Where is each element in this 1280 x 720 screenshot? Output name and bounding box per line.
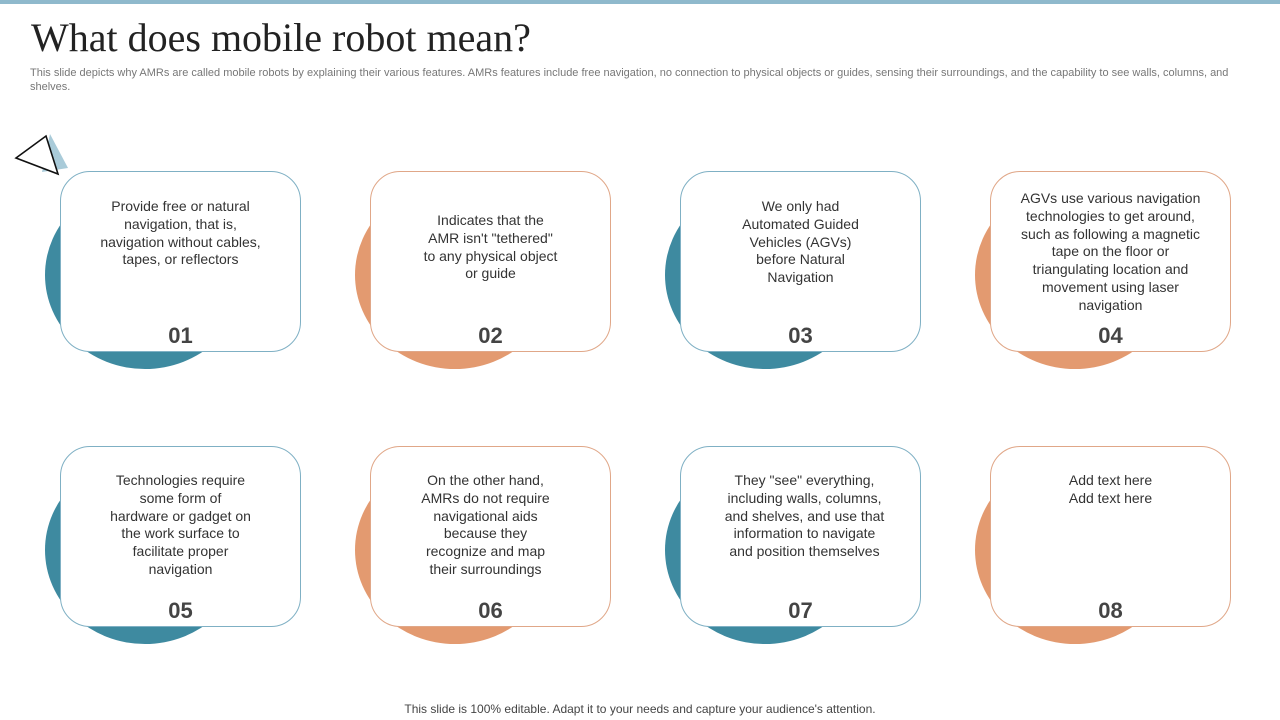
card-text: Add text here Add text here <box>1068 472 1153 506</box>
feature-card-02: Indicates that the AMR isn't "tethered" … <box>355 171 615 371</box>
card-number: 06 <box>478 598 503 623</box>
card-box: On the other hand, AMRs do not require n… <box>370 446 611 627</box>
feature-card-01: Provide free or natural navigation, that… <box>45 171 305 371</box>
slide-subtitle: This slide depicts why AMRs are called m… <box>30 67 1229 93</box>
card-text: AGVs use various navigation technologies… <box>1020 190 1201 313</box>
card-text: We only had Automated Guided Vehicles (A… <box>742 198 859 286</box>
triangle-decoration-icon <box>14 134 68 176</box>
card-box: Indicates that the AMR isn't "tethered" … <box>370 171 611 352</box>
feature-card-08: Add text here Add text here 08 <box>975 446 1235 646</box>
card-number: 01 <box>168 323 193 348</box>
card-text: Technologies require some form of hardwa… <box>110 472 251 577</box>
slide-title: What does mobile robot mean? <box>31 15 531 60</box>
card-number: 08 <box>1098 598 1123 623</box>
card-text: On the other hand, AMRs do not require n… <box>421 472 550 577</box>
card-number: 05 <box>168 598 193 623</box>
footer-note: This slide is 100% editable. Adapt it to… <box>404 702 876 716</box>
card-box: Add text here Add text here 08 <box>990 446 1231 627</box>
card-number: 03 <box>788 323 813 348</box>
feature-card-04: AGVs use various navigation technologies… <box>975 171 1235 371</box>
feature-card-06: On the other hand, AMRs do not require n… <box>355 446 615 646</box>
card-box: AGVs use various navigation technologies… <box>990 171 1231 352</box>
card-number: 07 <box>788 598 813 623</box>
card-box: Technologies require some form of hardwa… <box>60 446 301 627</box>
card-number: 02 <box>478 323 503 348</box>
card-text: They "see" everything, including walls, … <box>724 472 885 560</box>
feature-card-03: We only had Automated Guided Vehicles (A… <box>665 171 925 371</box>
card-number: 04 <box>1098 323 1123 348</box>
card-box: We only had Automated Guided Vehicles (A… <box>680 171 921 352</box>
top-accent-bar <box>0 0 1280 4</box>
feature-card-07: They "see" everything, including walls, … <box>665 446 925 646</box>
card-box: Provide free or natural navigation, that… <box>60 171 301 352</box>
card-text: Provide free or natural navigation, that… <box>100 198 261 268</box>
feature-card-05: Technologies require some form of hardwa… <box>45 446 305 646</box>
card-text: Indicates that the AMR isn't "tethered" … <box>423 212 558 282</box>
card-box: They "see" everything, including walls, … <box>680 446 921 627</box>
